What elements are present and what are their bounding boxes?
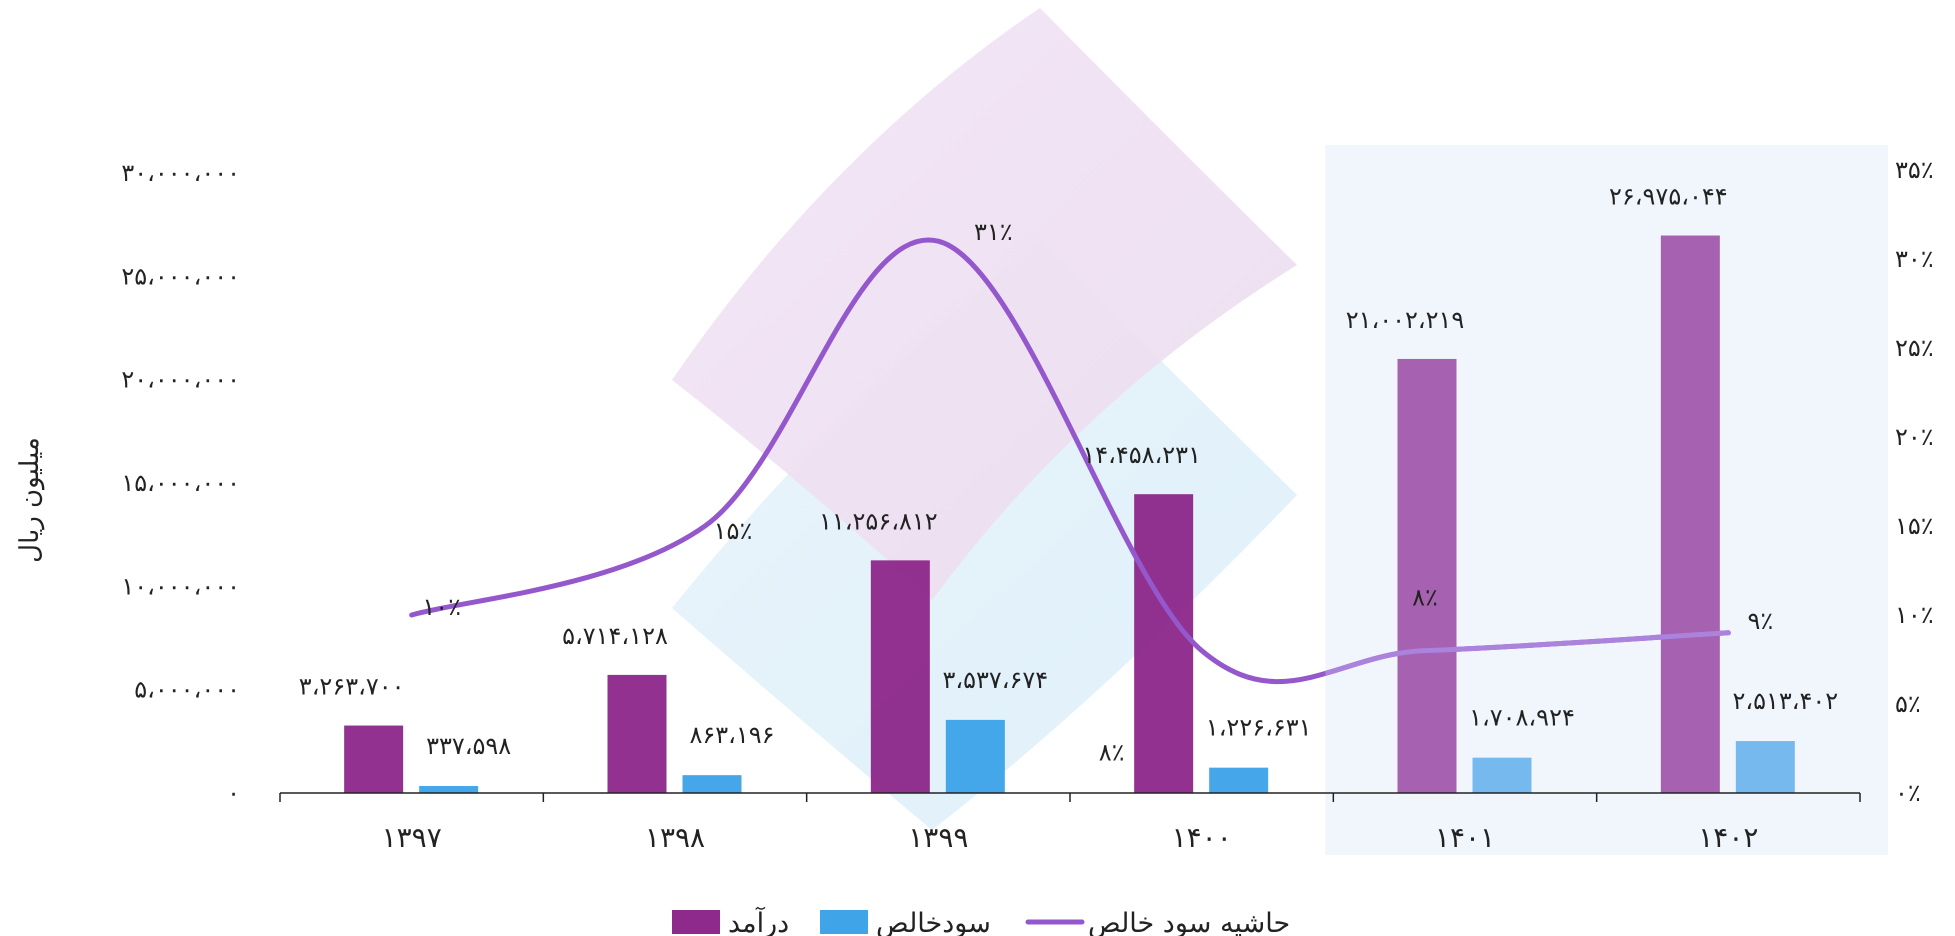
y-tick-label: ۲۰،۰۰۰،۰۰۰ (121, 366, 240, 394)
y2-tick-label: ۳۰٪ (1895, 245, 1934, 273)
x-tick-label: ۱۳۹۹ (908, 821, 968, 854)
y2-tick-label: ۰٪ (1895, 779, 1921, 807)
x-tick-label: ۱۳۹۷ (382, 821, 442, 854)
legend-swatch-revenue (672, 910, 720, 934)
x-tick-label: ۱۴۰۱ (1435, 821, 1495, 854)
data-label-revenue: ۱۱،۲۵۶،۸۱۲ (819, 507, 938, 535)
line-net-margin-highlight (1325, 630, 1731, 677)
y2-tick-label: ۵٪ (1895, 690, 1921, 718)
bar-net-profit (419, 786, 479, 793)
y-tick-label: ۵،۰۰۰،۰۰۰ (134, 676, 240, 704)
y2-tick-label: ۳۵٪ (1895, 156, 1934, 184)
axes-layer: ۱۳۹۷ ۱۳۹۸ ۱۳۹۹ ۱۴۰۰ ۱۴۰۱ ۱۴۰۲ ۰ ۵،۰۰۰،۰۰۰ ۱۰،۰۰۰… (121, 156, 1933, 854)
y-axis-title: میلیون ریال (15, 437, 45, 563)
bar-revenue (607, 674, 667, 793)
bar-net-profit (945, 719, 1005, 793)
legend-label-revenue: درآمد (728, 906, 789, 936)
x-tick-label: ۱۴۰۰ (1172, 821, 1232, 854)
data-label-revenue: ۳،۲۶۳،۷۰۰ (299, 673, 405, 701)
y2-tick-label: ۱۵٪ (1895, 512, 1934, 540)
bar-net-profit (1472, 757, 1532, 793)
y2-tick-label: ۲۵٪ (1895, 334, 1934, 362)
data-label-net-profit: ۳۳۷،۵۹۸ (426, 732, 511, 760)
bar-revenue (344, 725, 404, 793)
data-label-revenue: ۱۴،۴۵۸،۲۳۱ (1082, 441, 1201, 469)
data-label-net-margin: ۸٪ (1412, 584, 1438, 612)
y-tick-label: ۳۰،۰۰۰،۰۰۰ (121, 159, 240, 187)
y-tick-label: ۱۰،۰۰۰،۰۰۰ (121, 572, 240, 600)
y2-tick-label: ۲۰٪ (1895, 423, 1934, 451)
bar-revenue (1397, 358, 1457, 793)
data-label-net-margin: ۸٪ (1099, 739, 1125, 767)
bar-net-profit (1735, 741, 1795, 793)
data-labels-layer: ۳،۲۶۳،۷۰۰ ۵،۷۱۴،۱۲۸ ۱۱،۲۵۶،۸۱۲ ۱۴،۴۵۸،۲۳۱ ۲۱… (299, 183, 1838, 767)
bar-net-profit (682, 775, 742, 793)
legend-label-net-margin: حاشیه سود خالص (1088, 908, 1290, 936)
data-label-net-profit: ۳،۵۳۷،۶۷۴ (942, 666, 1048, 694)
data-label-net-profit: ۸۶۳،۱۹۶ (689, 721, 774, 749)
x-tick-label: ۱۳۹۸ (645, 821, 705, 854)
y-tick-label: ۰ (227, 779, 240, 807)
data-label-net-margin: ۳۱٪ (974, 218, 1013, 246)
y-tick-label: ۲۵،۰۰۰،۰۰۰ (121, 262, 240, 290)
data-label-net-profit: ۲،۵۱۳،۴۰۲ (1732, 687, 1838, 715)
data-label-revenue: ۵،۷۱۴،۱۲۸ (562, 622, 668, 650)
bar-net-profit (1209, 767, 1269, 793)
x-tick-label: ۱۴۰۲ (1698, 821, 1758, 854)
bars-layer (344, 235, 1795, 794)
decor-blue-shape (672, 240, 1297, 830)
bar-revenue (1660, 235, 1720, 794)
y2-tick-label: ۱۰٪ (1895, 601, 1934, 629)
data-label-revenue: ۲۱،۰۰۲،۲۱۹ (1346, 306, 1465, 334)
data-label-net-margin: ۱۵٪ (714, 517, 753, 545)
decor-purple-shape (672, 8, 1297, 600)
bar-revenue (870, 560, 930, 793)
legend-swatch-net-profit (820, 910, 868, 934)
data-label-net-profit: ۱،۷۰۸،۹۲۴ (1469, 704, 1575, 732)
data-label-net-margin: ۱۰٪ (422, 593, 461, 621)
legend: درآمد سودخالص حاشیه سود خالص (672, 906, 1290, 936)
data-label-net-profit: ۱،۲۲۶،۶۳۱ (1206, 714, 1312, 742)
data-label-revenue: ۲۶،۹۷۵،۰۴۴ (1609, 183, 1728, 211)
line-layer (409, 237, 1731, 685)
bar-revenue (1134, 494, 1194, 793)
legend-label-net-profit: سودخالص (876, 908, 991, 936)
y-tick-label: ۱۵،۰۰۰،۰۰۰ (121, 469, 240, 497)
data-label-net-margin: ۹٪ (1747, 607, 1773, 635)
